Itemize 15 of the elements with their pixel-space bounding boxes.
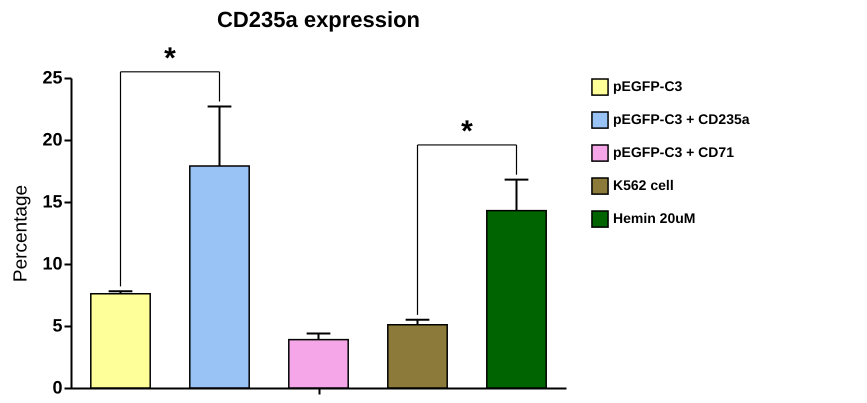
legend-label: K562 cell (613, 177, 674, 193)
y-axis-title: Percentage (10, 184, 32, 282)
y-tick-label: 10 (42, 254, 62, 274)
text: * (164, 42, 176, 75)
chart-title: CD235a expression (217, 6, 420, 32)
y-tick-label: 0 (52, 378, 62, 398)
y-tick-label: 20 (42, 130, 62, 150)
annotation: * (461, 114, 474, 148)
y-tick-label: 25 (42, 68, 62, 88)
legend-label: pEGFP-C3 + CD235a (613, 111, 750, 127)
legend-label: Hemin 20uM (613, 210, 696, 226)
y-tick-label: 5 (52, 316, 62, 336)
legend-label: pEGFP-C3 + CD71 (613, 144, 734, 160)
legend-label: pEGFP-C3 (613, 78, 682, 94)
y-tick-label: 15 (42, 192, 62, 212)
